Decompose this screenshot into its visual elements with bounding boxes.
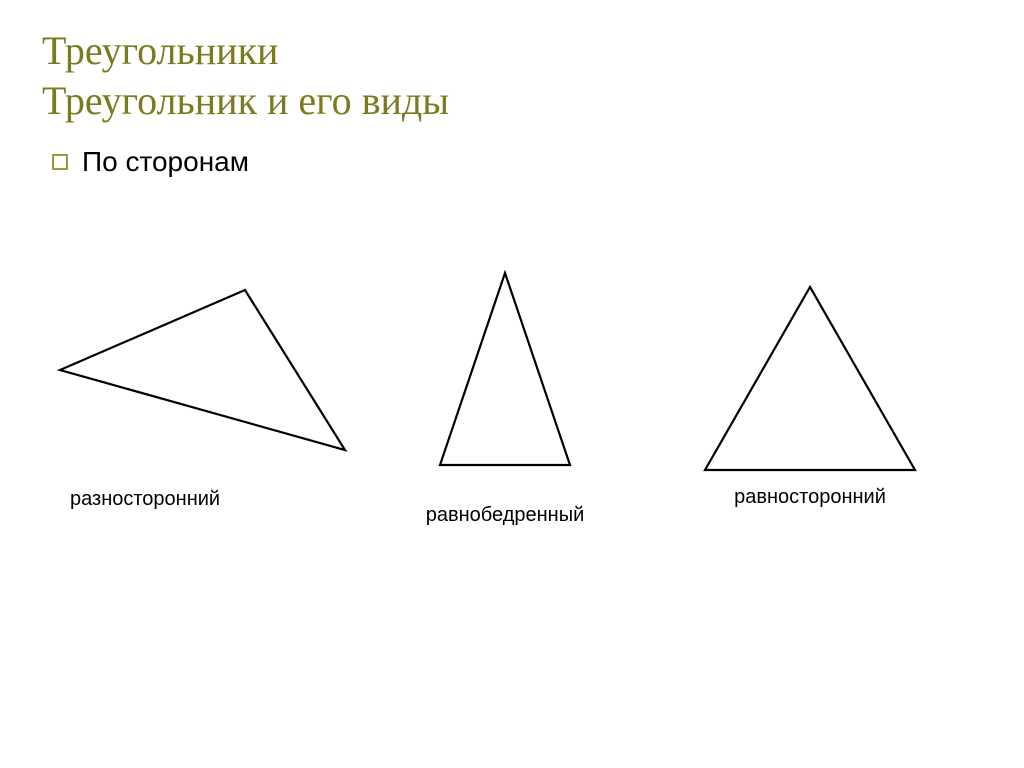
triangle-scalene-label: разносторонний xyxy=(70,488,370,511)
triangle-isosceles-shape xyxy=(405,265,605,475)
triangle-equilateral-label: равносторонний xyxy=(680,486,940,509)
triangle-equilateral: равносторонний xyxy=(680,275,940,509)
slide: Треугольники Треугольник и его виды По с… xyxy=(0,0,1024,768)
bullet-square-icon xyxy=(52,154,68,170)
diagram-area: разносторонний равнобедренный равносторо… xyxy=(0,245,1024,575)
triangle-isosceles-label: равнобедренный xyxy=(400,504,610,527)
triangle-isosceles: равнобедренный xyxy=(400,265,610,527)
bullet-row: По сторонам xyxy=(52,146,982,178)
title-block: Треугольники Треугольник и его виды xyxy=(42,26,982,126)
triangle-scalene-shape xyxy=(40,275,370,455)
title-line-2: Треугольник и его виды xyxy=(42,76,982,126)
triangle-equilateral-shape xyxy=(690,275,930,475)
triangle-scalene: разносторонний xyxy=(40,275,370,511)
title-line-1: Треугольники xyxy=(42,26,982,76)
bullet-text: По сторонам xyxy=(82,146,249,178)
